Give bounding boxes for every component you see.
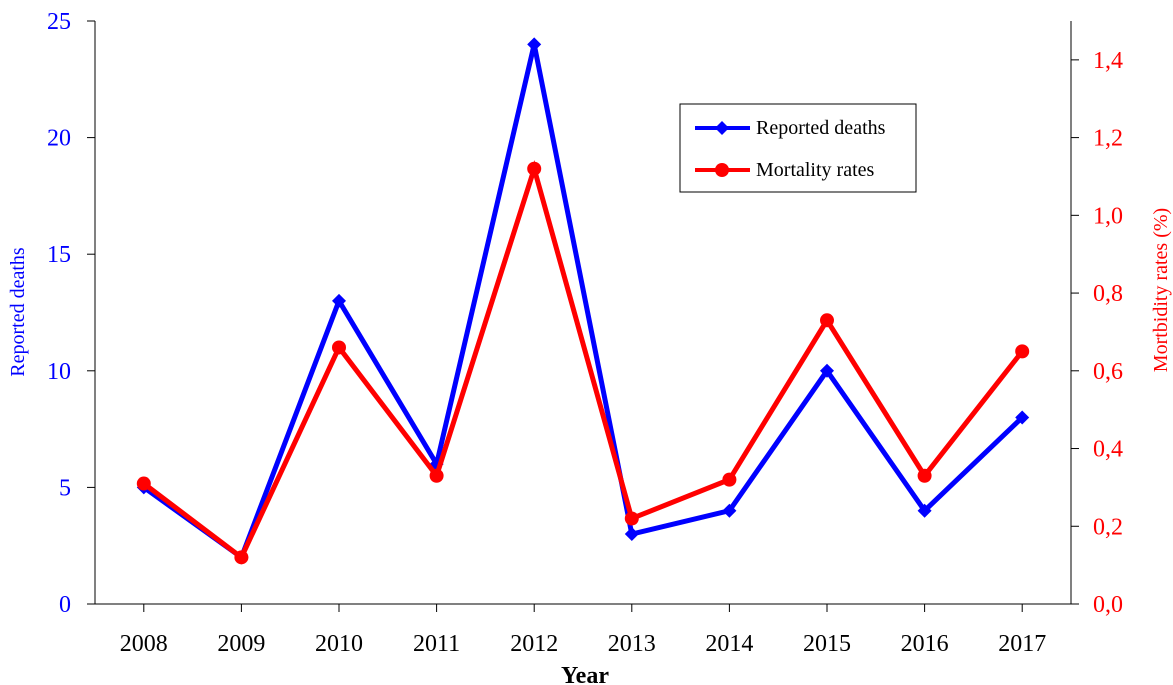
- left-y-tick-label: 20: [47, 126, 71, 152]
- data-point-circle: [429, 468, 444, 483]
- right-y-axis-title: Mortbidity rates (%): [1150, 208, 1172, 372]
- x-tick-label: 2017: [998, 631, 1046, 657]
- x-axis-title: Year: [561, 663, 609, 685]
- x-tick-label: 2013: [608, 631, 656, 657]
- x-tick-label: 2015: [803, 631, 851, 657]
- legend-marker-circle: [715, 163, 729, 177]
- right-y-tick-label: 0,0: [1093, 592, 1123, 618]
- data-point-diamond: [624, 527, 639, 542]
- axes: 0 5 10 15 20 25 0,0 0,2 0,4 0,6 0,8 1,0 1,2 1,4 2008 20…: [47, 9, 1123, 657]
- right-y-tick-label: 1,2: [1093, 126, 1123, 152]
- x-tick-label: 2008: [120, 631, 168, 657]
- legend-label-mortality-rates: Mortality rates: [756, 159, 875, 181]
- data-point-circle: [624, 511, 639, 526]
- data-point-circle: [234, 550, 249, 565]
- x-tick-label: 2009: [217, 631, 265, 657]
- legend-box: [679, 103, 917, 193]
- data-point-circle: [332, 340, 346, 355]
- data-point-circle: [1015, 344, 1030, 359]
- right-y-tick-label: 0,8: [1093, 281, 1123, 307]
- right-y-tick-label: 0,2: [1093, 514, 1123, 540]
- data-point-circle: [820, 313, 834, 328]
- data-point-diamond: [1015, 410, 1030, 425]
- left-y-axis-title: Reported deaths: [7, 247, 29, 377]
- data-point-diamond: [527, 37, 542, 52]
- legend: Reported deaths Mortality rates: [679, 103, 917, 193]
- data-point-diamond: [820, 363, 834, 378]
- left-y-tick-label: 5: [59, 475, 71, 501]
- series-line-mortality-rates: [142, 159, 1025, 562]
- x-tick-label: 2010: [315, 631, 363, 657]
- legend-label-reported-deaths: Reported deaths: [756, 117, 886, 139]
- series-layer: [136, 37, 1030, 565]
- right-y-tick-label: 0,4: [1093, 437, 1123, 463]
- x-tick-label: 2016: [901, 631, 949, 657]
- right-y-tick-label: 1,4: [1093, 48, 1123, 74]
- data-point-circle: [527, 161, 542, 176]
- right-y-tick-label: 0,6: [1093, 359, 1123, 385]
- x-tick-label: 2012: [510, 631, 558, 657]
- left-y-tick-label: 0: [59, 592, 71, 618]
- left-y-tick-label: 10: [47, 359, 71, 385]
- data-point-diamond: [722, 503, 737, 518]
- left-y-tick-label: 15: [47, 242, 71, 268]
- x-tick-label: 2014: [705, 631, 753, 657]
- series-line-reported-deaths: [142, 43, 1024, 562]
- legend-marker-diamond: [715, 121, 729, 135]
- data-point-circle: [917, 468, 932, 483]
- left-y-tick-label: 25: [47, 9, 71, 35]
- x-tick-label: 2011: [413, 631, 460, 657]
- data-point-circle: [722, 472, 737, 487]
- data-point-diamond: [332, 293, 346, 308]
- data-point-diamond: [917, 503, 932, 518]
- right-y-tick-label: 1,0: [1093, 203, 1123, 229]
- data-point-circle: [136, 476, 151, 491]
